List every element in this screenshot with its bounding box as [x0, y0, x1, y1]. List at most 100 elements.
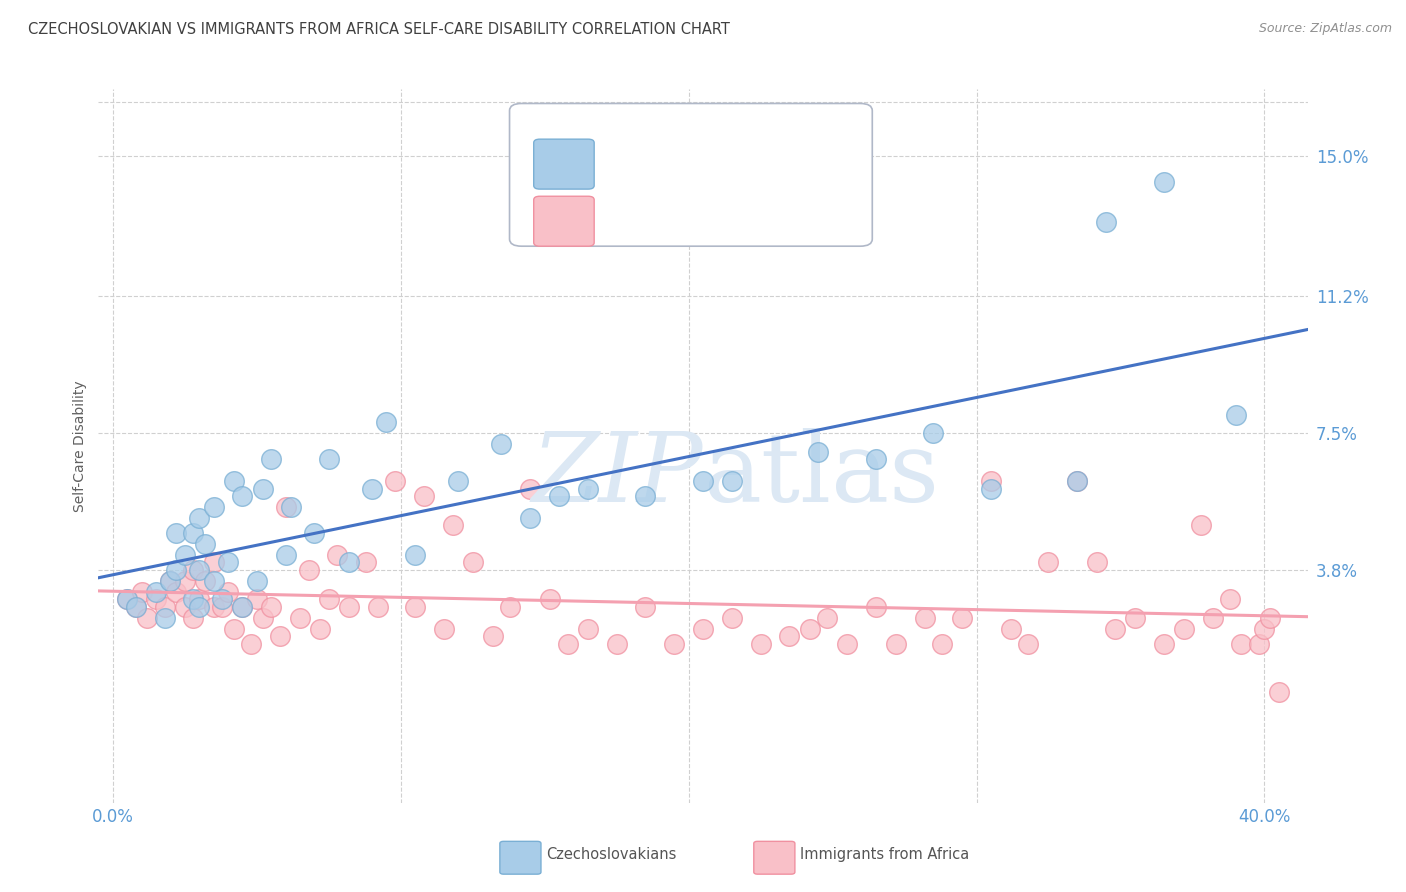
Point: [980, 482, 1002, 496]
Point: [217, 556, 239, 570]
Point: [865, 599, 887, 614]
Point: [188, 563, 211, 577]
FancyBboxPatch shape: [534, 196, 595, 246]
FancyBboxPatch shape: [754, 841, 794, 874]
Point: [799, 622, 821, 636]
Point: [1219, 592, 1241, 607]
Point: [211, 599, 233, 614]
Point: [288, 611, 311, 625]
Text: ZIP: ZIP: [531, 427, 703, 522]
Point: [297, 563, 319, 577]
Point: [326, 548, 349, 562]
Point: [692, 622, 714, 636]
Point: [519, 511, 541, 525]
Point: [576, 622, 599, 636]
Point: [153, 599, 176, 614]
Point: [173, 599, 195, 614]
Point: [188, 592, 211, 607]
Point: [815, 611, 838, 625]
Point: [1017, 637, 1039, 651]
Point: [337, 556, 360, 570]
Point: [980, 474, 1002, 488]
Point: [202, 574, 225, 588]
Text: CZECHOSLOVAKIAN VS IMMIGRANTS FROM AFRICA SELF-CARE DISABILITY CORRELATION CHART: CZECHOSLOVAKIAN VS IMMIGRANTS FROM AFRIC…: [28, 22, 730, 37]
Point: [634, 599, 657, 614]
Point: [1258, 611, 1281, 625]
Point: [499, 599, 522, 614]
Point: [202, 599, 225, 614]
Point: [1153, 175, 1175, 189]
Text: N =: N =: [749, 214, 780, 228]
Point: [1173, 622, 1195, 636]
Point: [280, 500, 302, 514]
Point: [252, 611, 274, 625]
FancyBboxPatch shape: [509, 103, 872, 246]
Point: [519, 482, 541, 496]
Y-axis label: Self-Care Disability: Self-Care Disability: [73, 380, 87, 512]
Point: [1268, 685, 1291, 699]
FancyBboxPatch shape: [534, 139, 595, 189]
Point: [1230, 637, 1253, 651]
Point: [1247, 637, 1270, 651]
Point: [461, 556, 484, 570]
Point: [136, 611, 159, 625]
Point: [367, 599, 389, 614]
Point: [404, 548, 426, 562]
Point: [664, 637, 686, 651]
Point: [269, 629, 291, 643]
Point: [188, 599, 211, 614]
Point: [260, 599, 283, 614]
Point: [194, 574, 217, 588]
Text: 48: 48: [813, 157, 835, 171]
Point: [183, 563, 205, 577]
Point: [304, 525, 326, 540]
Point: [194, 537, 217, 551]
Point: [188, 511, 211, 525]
Point: [240, 637, 263, 651]
Point: [1123, 611, 1146, 625]
Point: [252, 482, 274, 496]
Point: [274, 500, 297, 514]
Point: [1201, 611, 1223, 625]
Point: [131, 585, 153, 599]
Point: [491, 437, 513, 451]
Point: [1104, 622, 1126, 636]
Point: [115, 592, 138, 607]
Point: [548, 489, 571, 503]
Point: [384, 474, 406, 488]
Point: [931, 637, 953, 651]
Point: [720, 611, 742, 625]
Point: [274, 548, 297, 562]
Point: [433, 622, 456, 636]
Point: [231, 489, 253, 503]
Point: [231, 599, 253, 614]
Text: 79: 79: [813, 214, 835, 228]
Point: [835, 637, 858, 651]
Text: Source: ZipAtlas.com: Source: ZipAtlas.com: [1258, 22, 1392, 36]
Point: [606, 637, 628, 651]
Point: [260, 452, 283, 467]
Point: [165, 525, 187, 540]
Point: [354, 556, 377, 570]
Point: [173, 548, 195, 562]
Point: [441, 518, 464, 533]
Point: [115, 592, 138, 607]
Point: [165, 563, 187, 577]
Point: [202, 556, 225, 570]
Point: [950, 611, 973, 625]
Text: R =: R =: [610, 157, 645, 171]
Text: 0.341: 0.341: [676, 157, 727, 171]
Point: [634, 489, 657, 503]
Point: [482, 629, 505, 643]
Point: [217, 585, 239, 599]
Point: [309, 622, 332, 636]
Point: [447, 474, 470, 488]
Point: [1000, 622, 1022, 636]
Point: [1087, 556, 1109, 570]
Point: [231, 599, 253, 614]
Point: [1095, 215, 1118, 229]
Point: [222, 622, 245, 636]
Point: [361, 482, 384, 496]
Point: [922, 425, 945, 440]
Point: [165, 585, 187, 599]
